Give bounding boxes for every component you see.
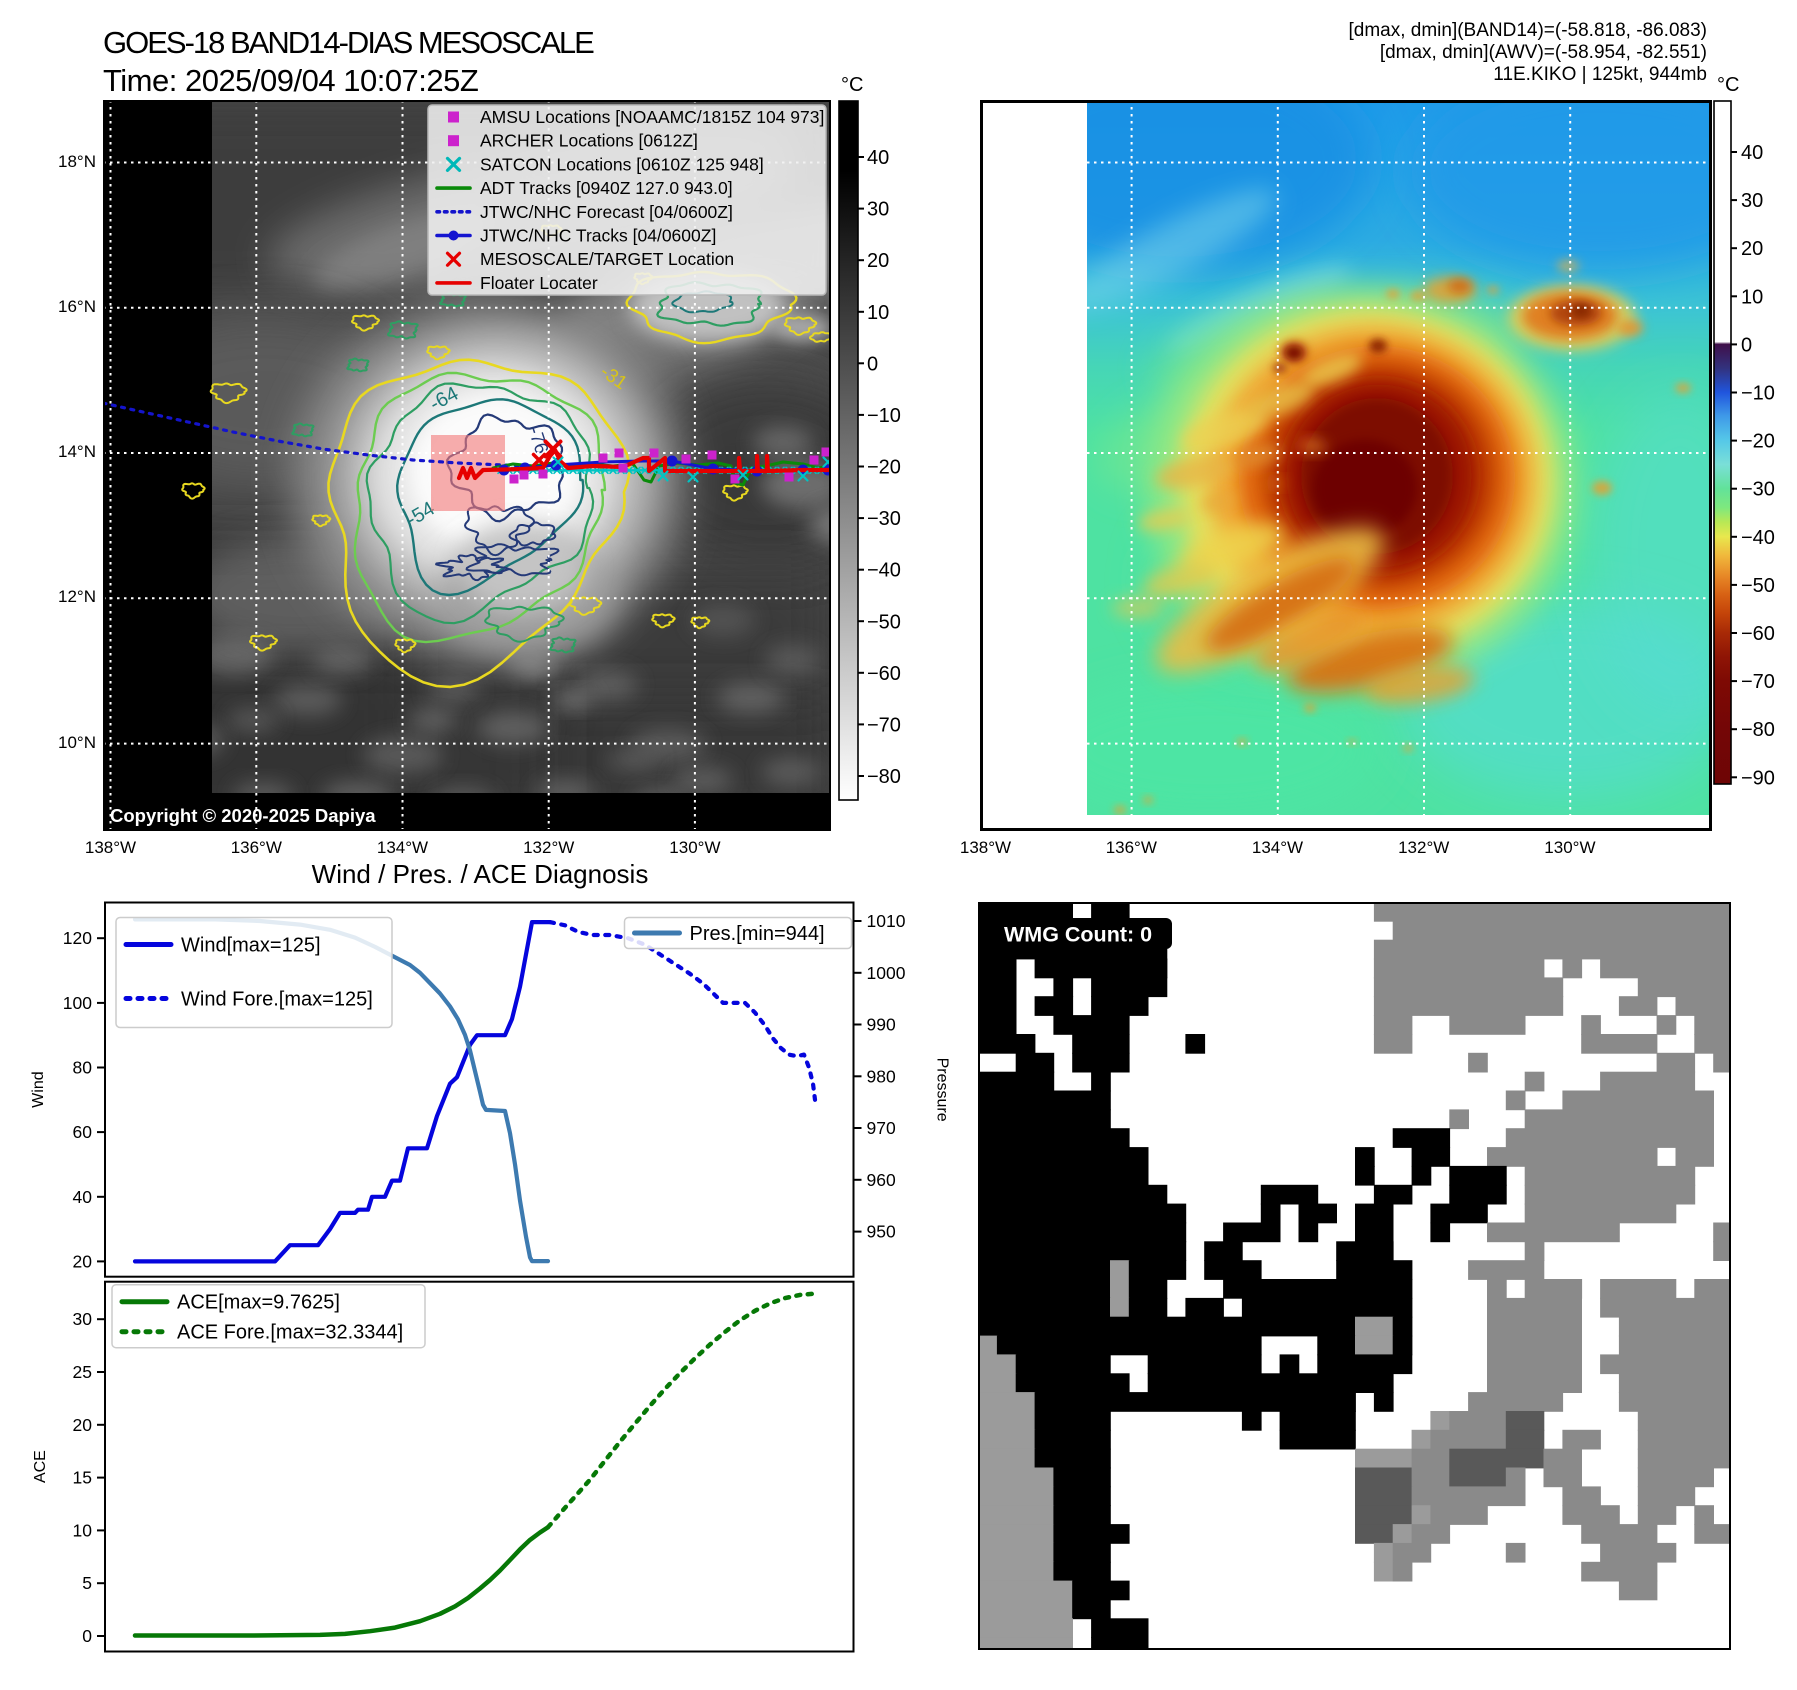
svg-text:100: 100	[63, 993, 92, 1013]
svg-text:80: 80	[73, 1057, 93, 1077]
svg-text:980: 980	[867, 1066, 896, 1086]
svg-text:40: 40	[1741, 142, 1763, 164]
svg-text:25: 25	[73, 1362, 92, 1382]
svg-text:WMG Count: 0: WMG Count: 0	[1004, 923, 1152, 947]
svg-text:60: 60	[73, 1122, 93, 1142]
svg-text:30: 30	[1741, 190, 1763, 212]
svg-text:40: 40	[867, 147, 889, 169]
svg-text:20: 20	[73, 1251, 93, 1271]
svg-text:−80: −80	[1741, 719, 1775, 741]
svg-text:10: 10	[1741, 286, 1763, 308]
svg-text:−50: −50	[867, 611, 901, 633]
svg-text:ACE[max=9.7625]: ACE[max=9.7625]	[177, 1292, 340, 1314]
svg-text:−30: −30	[867, 508, 901, 530]
svg-text:15: 15	[73, 1468, 92, 1488]
svg-text:JTWC/NHC Forecast [04/0600Z]: JTWC/NHC Forecast [04/0600Z]	[480, 202, 733, 222]
svg-text:10: 10	[867, 302, 889, 324]
svg-text:JTWC/NHC Tracks [04/0600Z]: JTWC/NHC Tracks [04/0600Z]	[480, 226, 716, 246]
svg-text:990: 990	[867, 1015, 896, 1035]
svg-text:20: 20	[73, 1415, 93, 1435]
svg-text:Pres.[min=944]: Pres.[min=944]	[690, 923, 825, 945]
svg-text:ADT Tracks [0940Z 127.0 943.0]: ADT Tracks [0940Z 127.0 943.0]	[480, 178, 733, 198]
svg-text:960: 960	[867, 1170, 896, 1190]
svg-text:−90: −90	[1741, 767, 1775, 789]
svg-text:30: 30	[73, 1309, 93, 1329]
svg-text:ACE: ACE	[32, 1450, 49, 1483]
svg-text:−50: −50	[1741, 575, 1775, 597]
svg-text:0: 0	[867, 353, 878, 375]
svg-text:120: 120	[63, 928, 92, 948]
svg-text:0: 0	[82, 1626, 92, 1646]
svg-text:Copyright © 2020-2025 Dapiya: Copyright © 2020-2025 Dapiya	[110, 805, 376, 826]
svg-text:ACE Fore.[max=32.3344]: ACE Fore.[max=32.3344]	[177, 1322, 403, 1344]
svg-text:AMSU Locations [NOAAMC/1815Z 1: AMSU Locations [NOAAMC/1815Z 104 973]	[480, 107, 824, 127]
svg-text:SATCON Locations [0610Z 125 94: SATCON Locations [0610Z 125 948]	[480, 154, 764, 174]
svg-text:−40: −40	[867, 560, 901, 582]
svg-text:−40: −40	[1741, 527, 1775, 549]
svg-text:−20: −20	[867, 457, 901, 479]
svg-text:MESOSCALE/TARGET Location: MESOSCALE/TARGET Location	[480, 249, 734, 269]
svg-text:40: 40	[73, 1187, 93, 1207]
svg-text:−10: −10	[867, 405, 901, 427]
svg-text:1010: 1010	[867, 911, 906, 931]
svg-text:ARCHER Locations [0612Z]: ARCHER Locations [0612Z]	[480, 131, 698, 151]
svg-text:Wind Fore.[max=125]: Wind Fore.[max=125]	[181, 989, 373, 1011]
svg-text:−70: −70	[1741, 671, 1775, 693]
svg-text:−60: −60	[867, 663, 901, 685]
svg-text:−80: −80	[867, 766, 901, 788]
svg-text:Floater Locater: Floater Locater	[480, 273, 598, 293]
svg-text:0: 0	[1741, 334, 1752, 356]
svg-text:30: 30	[867, 199, 889, 221]
svg-text:5: 5	[82, 1573, 92, 1593]
svg-text:Wind: Wind	[30, 1071, 47, 1107]
svg-text:10: 10	[73, 1520, 93, 1540]
svg-text:−20: −20	[1741, 431, 1775, 453]
svg-text:−10: −10	[1741, 383, 1775, 405]
svg-text:−60: −60	[1741, 623, 1775, 645]
svg-text:−30: −30	[1741, 479, 1775, 501]
svg-text:20: 20	[1741, 238, 1763, 260]
svg-text:Wind[max=125]: Wind[max=125]	[181, 935, 321, 957]
svg-text:Pressure: Pressure	[934, 1058, 951, 1122]
svg-text:−70: −70	[867, 714, 901, 736]
svg-text:20: 20	[867, 250, 889, 272]
svg-text:950: 950	[867, 1222, 896, 1242]
svg-text:1000: 1000	[867, 963, 906, 983]
svg-text:970: 970	[867, 1118, 896, 1138]
